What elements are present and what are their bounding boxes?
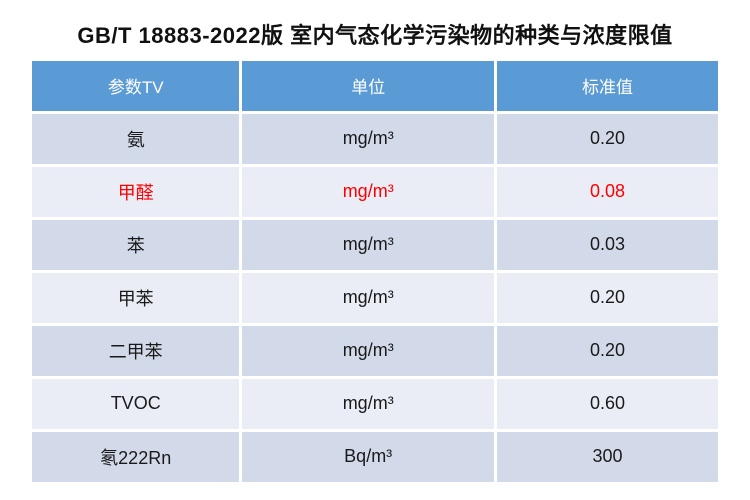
cell-param: 氡222Rn (32, 431, 240, 482)
cell-unit: mg/m³ (242, 378, 494, 429)
cell-param: 甲苯 (32, 272, 240, 323)
pollutants-table: 参数TV 单位 标准值 氨 mg/m³ 0.20 甲醛 mg/m³ 0.08 苯… (29, 57, 721, 485)
table-row: 甲苯 mg/m³ 0.20 (32, 272, 718, 323)
table-row: 氡222Rn Bq/m³ 300 (32, 431, 718, 482)
table-row: 氨 mg/m³ 0.20 (32, 113, 718, 164)
cell-value: 0.08 (496, 166, 718, 217)
cell-value: 0.03 (496, 219, 718, 270)
table-row: 二甲苯 mg/m³ 0.20 (32, 325, 718, 376)
cell-unit: Bq/m³ (242, 431, 494, 482)
cell-unit: mg/m³ (242, 219, 494, 270)
cell-param: 二甲苯 (32, 325, 240, 376)
cell-unit: mg/m³ (242, 113, 494, 164)
table-row: TVOC mg/m³ 0.60 (32, 378, 718, 429)
cell-param: 氨 (32, 113, 240, 164)
table-body: 氨 mg/m³ 0.20 甲醛 mg/m³ 0.08 苯 mg/m³ 0.03 … (32, 113, 718, 482)
page-title: GB/T 18883-2022版 室内气态化学污染物的种类与浓度限值 (77, 23, 673, 48)
cell-param: TVOC (32, 378, 240, 429)
header-row: 参数TV 单位 标准值 (32, 60, 718, 111)
table-row: 苯 mg/m³ 0.03 (32, 219, 718, 270)
cell-value: 0.60 (496, 378, 718, 429)
cell-unit: mg/m³ (242, 166, 494, 217)
cell-value: 0.20 (496, 113, 718, 164)
cell-value: 0.20 (496, 272, 718, 323)
column-header-param: 参数TV (32, 60, 240, 111)
cell-value: 300 (496, 431, 718, 482)
column-header-unit: 单位 (242, 60, 494, 111)
cell-param: 苯 (32, 219, 240, 270)
table-header: 参数TV 单位 标准值 (32, 60, 718, 111)
cell-unit: mg/m³ (242, 325, 494, 376)
table-row-highlighted: 甲醛 mg/m³ 0.08 (32, 166, 718, 217)
column-header-value: 标准值 (496, 60, 718, 111)
cell-param: 甲醛 (32, 166, 240, 217)
cell-unit: mg/m³ (242, 272, 494, 323)
cell-value: 0.20 (496, 325, 718, 376)
